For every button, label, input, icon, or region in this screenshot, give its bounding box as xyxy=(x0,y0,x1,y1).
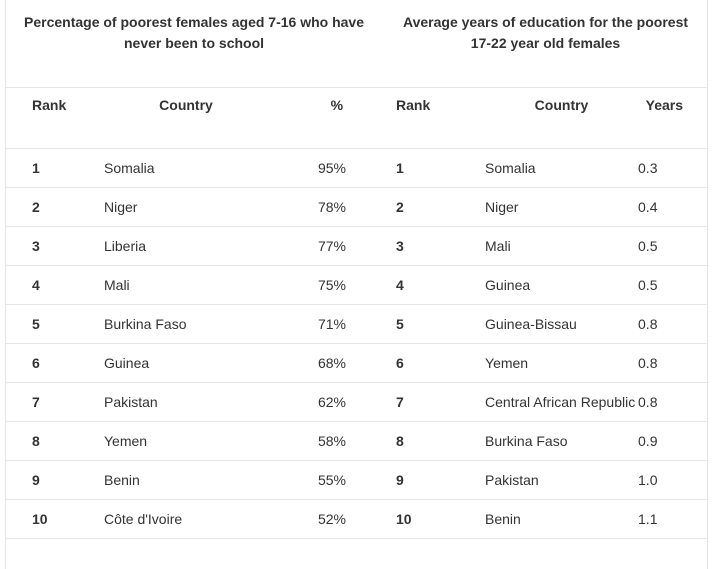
right-rank-cell: 4 xyxy=(383,265,479,305)
table-row: 10 Côte d'Ivoire 52% 10 Benin 1.1 xyxy=(5,499,709,539)
right-country-cell: Burkina Faso xyxy=(478,421,639,461)
left-country-cell: Benin xyxy=(96,460,268,500)
right-table-title: Average years of education for the poore… xyxy=(383,0,709,88)
table-row: 3 Liberia 77% 3 Mali 0.5 xyxy=(5,226,709,266)
left-percent-cell: 78% xyxy=(268,187,384,227)
right-rank-header: Rank xyxy=(383,87,479,149)
right-rank-cell: 1 xyxy=(383,148,479,188)
left-country-cell: Somalia xyxy=(96,148,268,188)
table-row: 7 Pakistan 62% 7 Central African Republic 0.8 xyxy=(5,382,709,422)
right-country-cell: Central African Republic xyxy=(478,382,639,422)
left-rank-cell: 10 xyxy=(5,499,96,539)
right-years-cell: 0.4 xyxy=(638,187,709,227)
left-percent-cell: 55% xyxy=(268,460,384,500)
right-country-cell: Somalia xyxy=(478,148,639,188)
right-country-cell: Guinea xyxy=(478,265,639,305)
right-years-cell: 0.8 xyxy=(638,304,709,344)
left-rank-header: Rank xyxy=(5,87,96,149)
right-years-cell: 0.5 xyxy=(638,265,709,305)
right-years-cell: 1.0 xyxy=(638,460,709,500)
left-country-cell: Burkina Faso xyxy=(96,304,268,344)
right-country-cell: Guinea-Bissau xyxy=(478,304,639,344)
header-row: Rank Country % Rank Country Years xyxy=(5,87,709,149)
title-row: Percentage of poorest females aged 7-16 … xyxy=(5,0,709,88)
table-row: 6 Guinea 68% 6 Yemen 0.8 xyxy=(5,343,709,383)
right-rank-cell: 7 xyxy=(383,382,479,422)
right-country-cell: Mali xyxy=(478,226,639,266)
left-country-cell: Guinea xyxy=(96,343,268,383)
right-country-cell: Pakistan xyxy=(478,460,639,500)
right-years-cell: 1.1 xyxy=(638,499,709,539)
right-rank-cell: 10 xyxy=(383,499,479,539)
left-rank-cell: 4 xyxy=(5,265,96,305)
right-years-cell: 0.8 xyxy=(638,382,709,422)
table-row: 5 Burkina Faso 71% 5 Guinea-Bissau 0.8 xyxy=(5,304,709,344)
left-rank-cell: 9 xyxy=(5,460,96,500)
table-row: 1 Somalia 95% 1 Somalia 0.3 xyxy=(5,148,709,188)
right-years-header: Years xyxy=(638,87,709,149)
left-rank-cell: 6 xyxy=(5,343,96,383)
left-title-text: Percentage of poorest females aged 7-16 … xyxy=(24,14,365,51)
left-table-title: Percentage of poorest females aged 7-16 … xyxy=(5,0,384,88)
right-country-cell: Benin xyxy=(478,499,639,539)
left-country-cell: Pakistan xyxy=(96,382,268,422)
left-rank-cell: 5 xyxy=(5,304,96,344)
left-rank-cell: 3 xyxy=(5,226,96,266)
right-rank-cell: 5 xyxy=(383,304,479,344)
right-years-cell: 0.9 xyxy=(638,421,709,461)
right-country-cell: Yemen xyxy=(478,343,639,383)
left-country-cell: Mali xyxy=(96,265,268,305)
left-percent-cell: 52% xyxy=(268,499,384,539)
left-percent-cell: 58% xyxy=(268,421,384,461)
table-row: 8 Yemen 58% 8 Burkina Faso 0.9 xyxy=(5,421,709,461)
left-rank-cell: 7 xyxy=(5,382,96,422)
right-rank-cell: 3 xyxy=(383,226,479,266)
left-country-cell: Yemen xyxy=(96,421,268,461)
right-country-header: Country xyxy=(478,87,639,149)
right-rank-cell: 2 xyxy=(383,187,479,227)
left-percent-cell: 77% xyxy=(268,226,384,266)
left-rank-cell: 2 xyxy=(5,187,96,227)
left-percent-cell: 62% xyxy=(268,382,384,422)
right-rank-cell: 9 xyxy=(383,460,479,500)
right-years-cell: 0.3 xyxy=(638,148,709,188)
left-country-cell: Côte d'Ivoire xyxy=(96,499,268,539)
right-title-text: Average years of education for the poore… xyxy=(403,14,689,51)
right-rank-cell: 8 xyxy=(383,421,479,461)
table-row: 4 Mali 75% 4 Guinea 0.5 xyxy=(5,265,709,305)
right-years-cell: 0.8 xyxy=(638,343,709,383)
left-percent-cell: 95% xyxy=(268,148,384,188)
left-percent-cell: 68% xyxy=(268,343,384,383)
right-rank-cell: 6 xyxy=(383,343,479,383)
left-percent-cell: 75% xyxy=(268,265,384,305)
left-rank-cell: 1 xyxy=(5,148,96,188)
table-row: 2 Niger 78% 2 Niger 0.4 xyxy=(5,187,709,227)
right-country-cell: Niger xyxy=(478,187,639,227)
left-country-header: Country xyxy=(96,87,268,149)
table-row: 9 Benin 55% 9 Pakistan 1.0 xyxy=(5,460,709,500)
right-years-cell: 0.5 xyxy=(638,226,709,266)
left-percent-cell: 71% xyxy=(268,304,384,344)
left-country-cell: Liberia xyxy=(96,226,268,266)
left-country-cell: Niger xyxy=(96,187,268,227)
education-ranking-table: Percentage of poorest females aged 7-16 … xyxy=(5,0,709,539)
left-rank-cell: 8 xyxy=(5,421,96,461)
left-percent-header: % xyxy=(268,87,384,149)
